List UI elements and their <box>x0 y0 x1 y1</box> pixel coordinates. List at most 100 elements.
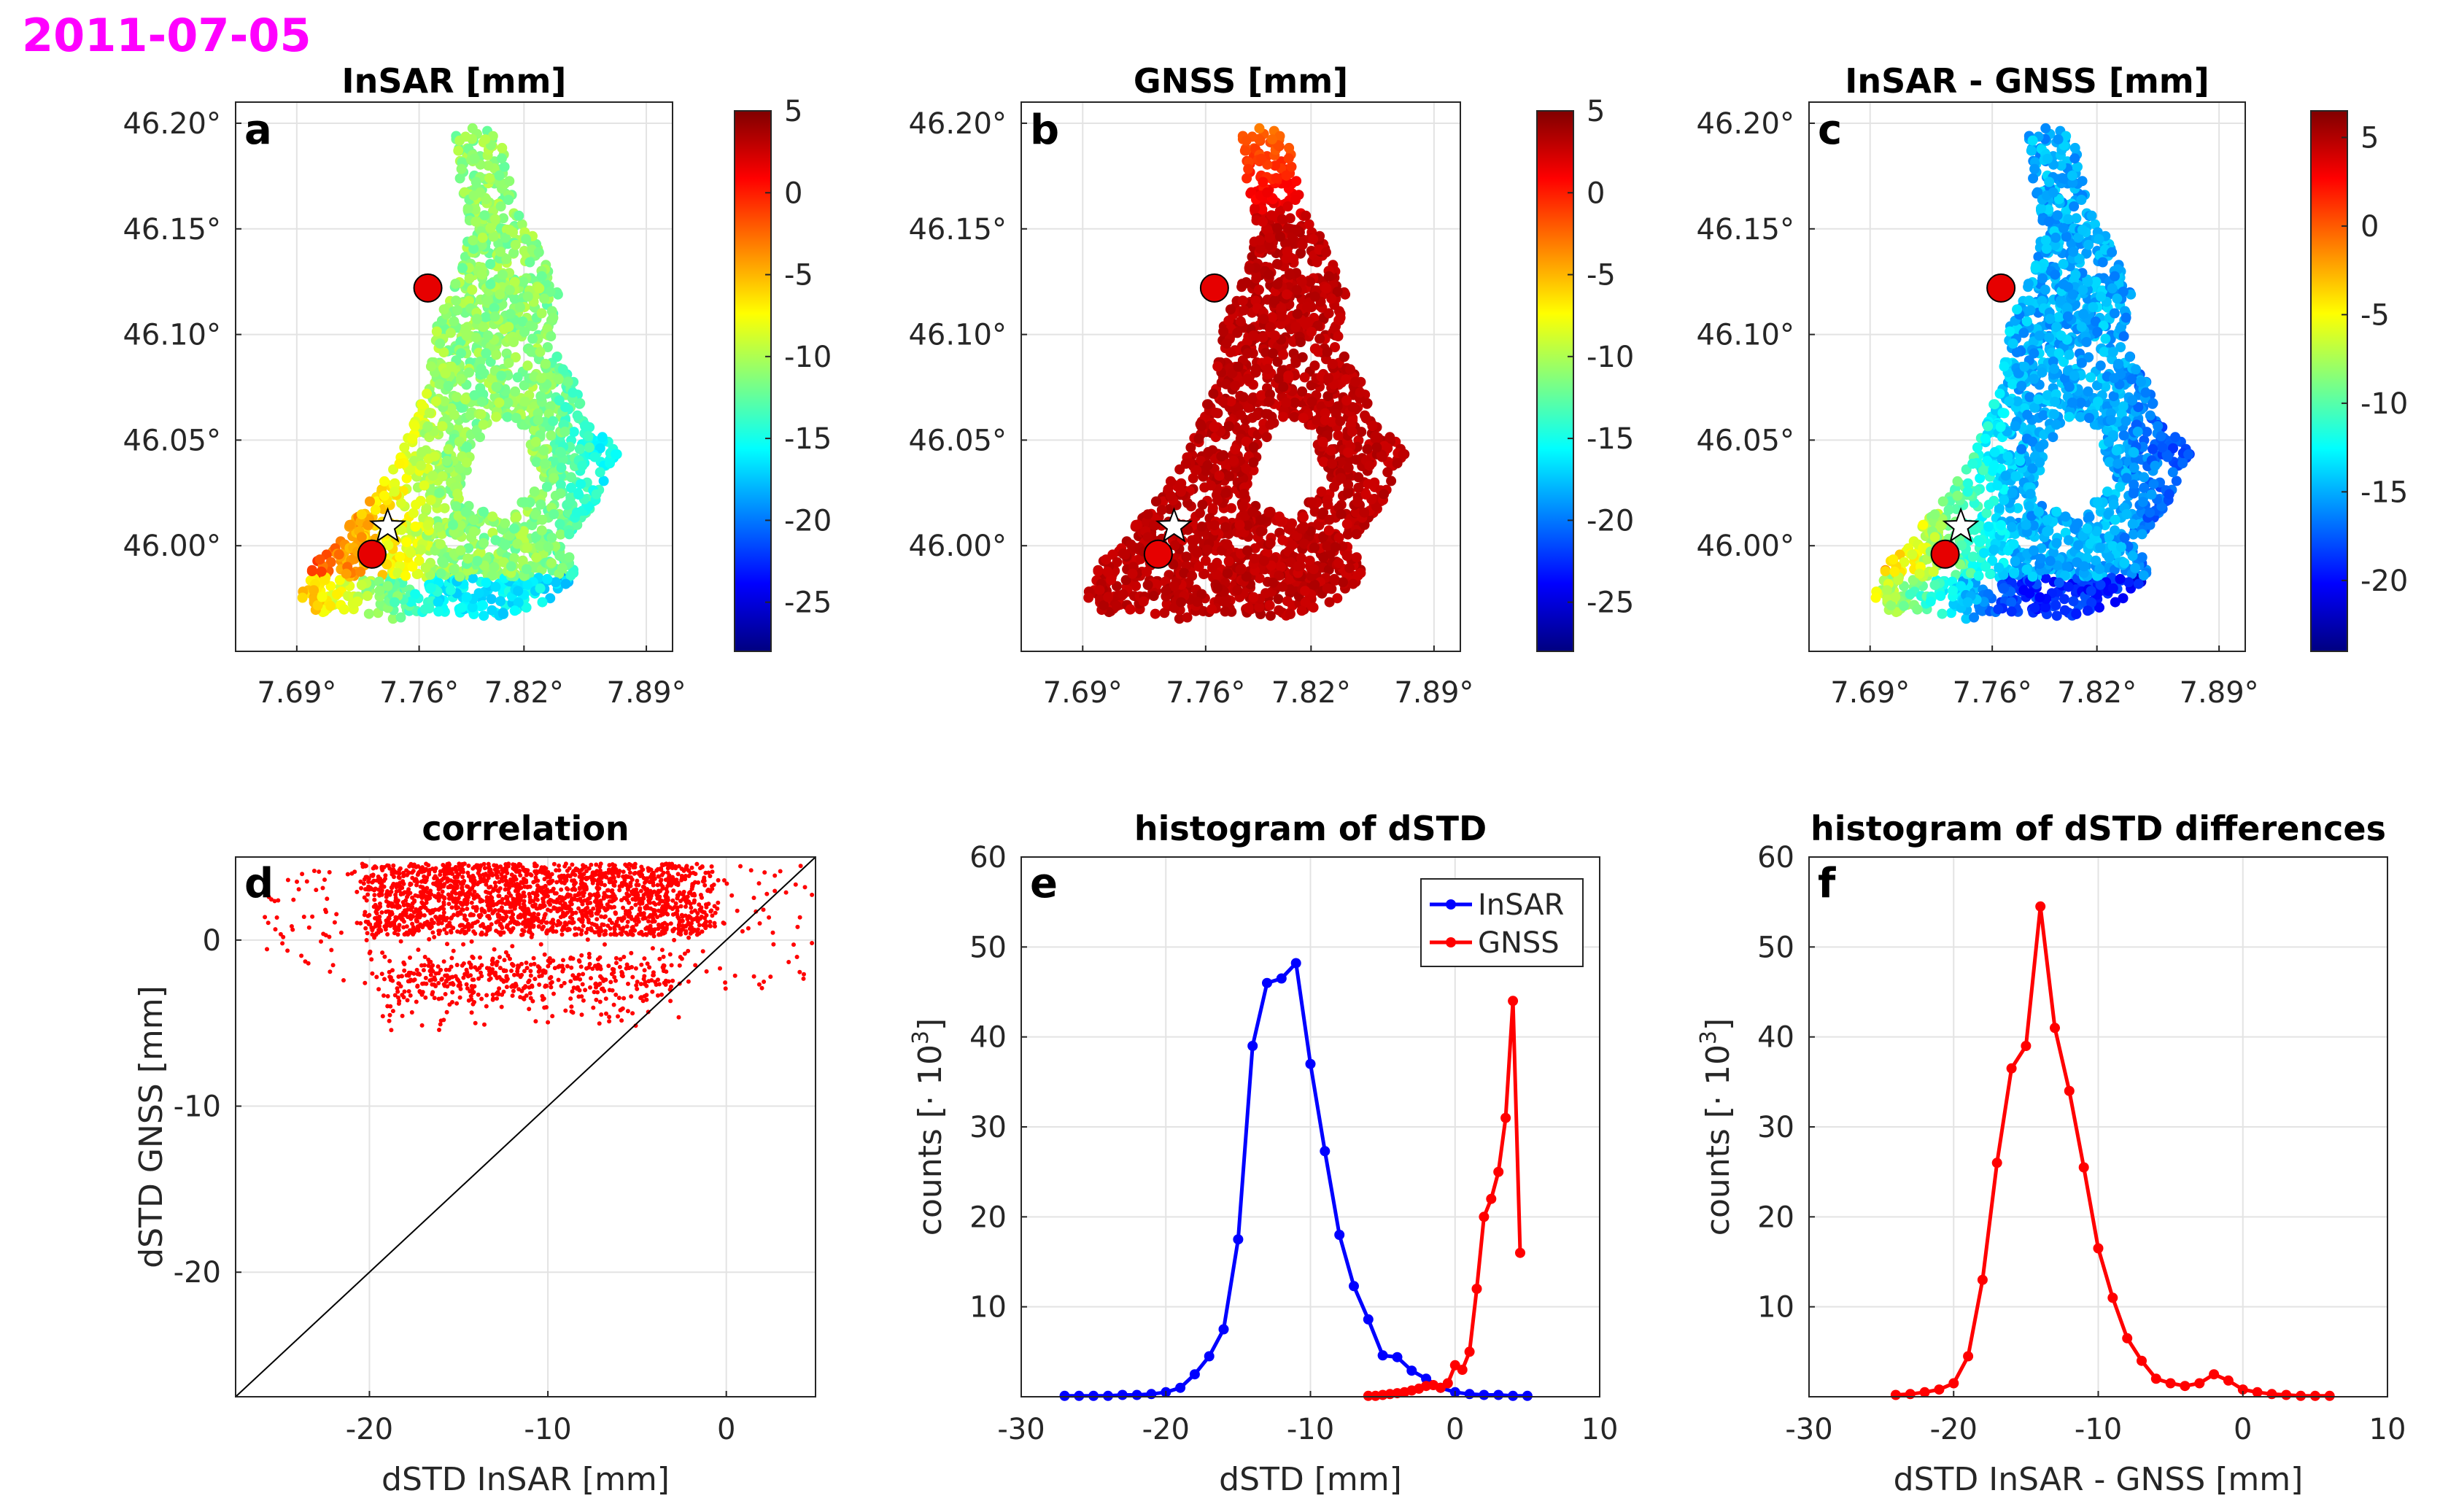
map-data-point <box>1313 346 1324 357</box>
map-data-point <box>437 421 448 432</box>
map-data-point <box>1290 398 1301 408</box>
gnss-station-icon <box>357 539 387 569</box>
map-data-point <box>1182 612 1193 623</box>
map-data-point <box>1248 457 1259 468</box>
map-data-point <box>409 421 420 432</box>
map-data-point <box>2137 552 2147 563</box>
map-data-point <box>1242 373 1253 384</box>
map-data-point <box>455 545 466 556</box>
map-data-point <box>306 566 317 577</box>
map-data-point <box>482 295 493 306</box>
map-data-point <box>560 578 571 589</box>
map-data-point <box>1329 573 1340 584</box>
map-data-point <box>1242 173 1252 184</box>
map-data-point <box>1103 592 1114 602</box>
map-panel-c: 7.69° 7.76° 7.82° 7.89°46.20°46.15°46.10°46… <box>1696 61 2408 710</box>
map-data-point <box>2040 284 2050 295</box>
map-data-point <box>468 235 479 246</box>
map-data-point <box>1268 348 1278 359</box>
map-data-point <box>430 451 440 462</box>
map-data-point <box>1176 486 1186 497</box>
map-data-point <box>1937 608 1948 619</box>
map-data-point <box>1258 314 1269 325</box>
map-data-point <box>1291 284 1302 295</box>
map-data-point <box>517 555 528 566</box>
map-data-point <box>392 567 403 578</box>
map-data-point <box>1208 388 1219 399</box>
colorbar-tick-label: -10 <box>1587 341 1634 374</box>
map-data-point <box>411 500 422 510</box>
map-data-point <box>1244 263 1255 274</box>
y-tick-label: 46.05° <box>908 424 1007 457</box>
map-data-point <box>1282 289 1293 300</box>
map-data-point <box>478 419 489 430</box>
map-data-point <box>467 602 478 613</box>
map-data-point <box>511 511 522 522</box>
map-data-point <box>491 411 502 422</box>
map-data-point <box>2075 411 2085 422</box>
map-data-point <box>332 589 342 600</box>
map-data-point <box>1207 562 1217 573</box>
map-data-point <box>1988 544 1999 555</box>
map-data-point <box>476 363 487 374</box>
map-data-point <box>1309 542 1320 553</box>
map-data-point <box>440 368 451 379</box>
x-tick-label: 7.89° <box>607 676 686 710</box>
map-data-point <box>1943 505 1954 516</box>
y-tick-label: 46.15° <box>908 213 1007 247</box>
map-data-point <box>433 606 444 617</box>
map-data-point <box>1312 257 1322 268</box>
map-data-point <box>1142 566 1152 577</box>
map-data-point <box>406 548 417 559</box>
map-data-point <box>455 520 466 531</box>
map-data-point <box>1237 501 1248 512</box>
map-data-point <box>2078 309 2089 319</box>
map-data-point <box>1258 556 1269 566</box>
map-data-point <box>1255 526 1266 537</box>
map-data-point <box>565 570 576 581</box>
map-data-point <box>1994 388 2005 399</box>
map-data-point <box>481 348 492 359</box>
map-data-point <box>546 430 557 441</box>
map-data-point <box>495 596 506 607</box>
map-data-point <box>1142 532 1153 543</box>
map-data-point <box>1371 442 1382 453</box>
map-data-point <box>1247 506 1258 517</box>
map-data-point <box>1156 505 1167 516</box>
map-data-point <box>1223 556 1234 567</box>
map-data-point <box>1258 216 1268 227</box>
map-data-point <box>344 519 355 530</box>
map-data-point <box>1223 421 1234 432</box>
y-tick-label: 46.05° <box>123 424 221 457</box>
map-data-point <box>457 263 468 274</box>
map-data-point <box>2008 539 2019 550</box>
map-data-point <box>535 391 546 402</box>
map-data-point <box>2026 145 2037 156</box>
map-data-point <box>1248 592 1259 602</box>
map-data-point <box>1304 219 1314 230</box>
map-data-point <box>1285 608 1295 619</box>
map-data-point <box>1322 499 1333 510</box>
map-data-point <box>435 539 446 550</box>
gnss-station-icon <box>413 273 443 303</box>
map-data-point <box>580 421 590 432</box>
map-data-point <box>2126 374 2137 385</box>
map-data-point <box>476 240 487 251</box>
map-data-point <box>1343 447 1354 458</box>
map-data-point <box>1218 326 1229 337</box>
map-data-point <box>476 409 487 419</box>
map-data-point <box>1232 327 1243 338</box>
map-data-point <box>1120 549 1131 560</box>
map-data-point <box>484 173 495 184</box>
map-data-point <box>1185 442 1196 453</box>
map-data-point <box>1250 543 1260 554</box>
map-data-point <box>1382 467 1393 478</box>
colorbar-tick-label: 5 <box>784 95 802 128</box>
y-tick-label: 46.10° <box>908 319 1007 352</box>
map-data-point <box>297 592 308 603</box>
map-data-point <box>434 379 445 389</box>
map-data-point <box>535 346 546 357</box>
map-data-point <box>549 473 559 484</box>
map-data-point <box>468 515 479 526</box>
map-data-point <box>598 476 609 486</box>
